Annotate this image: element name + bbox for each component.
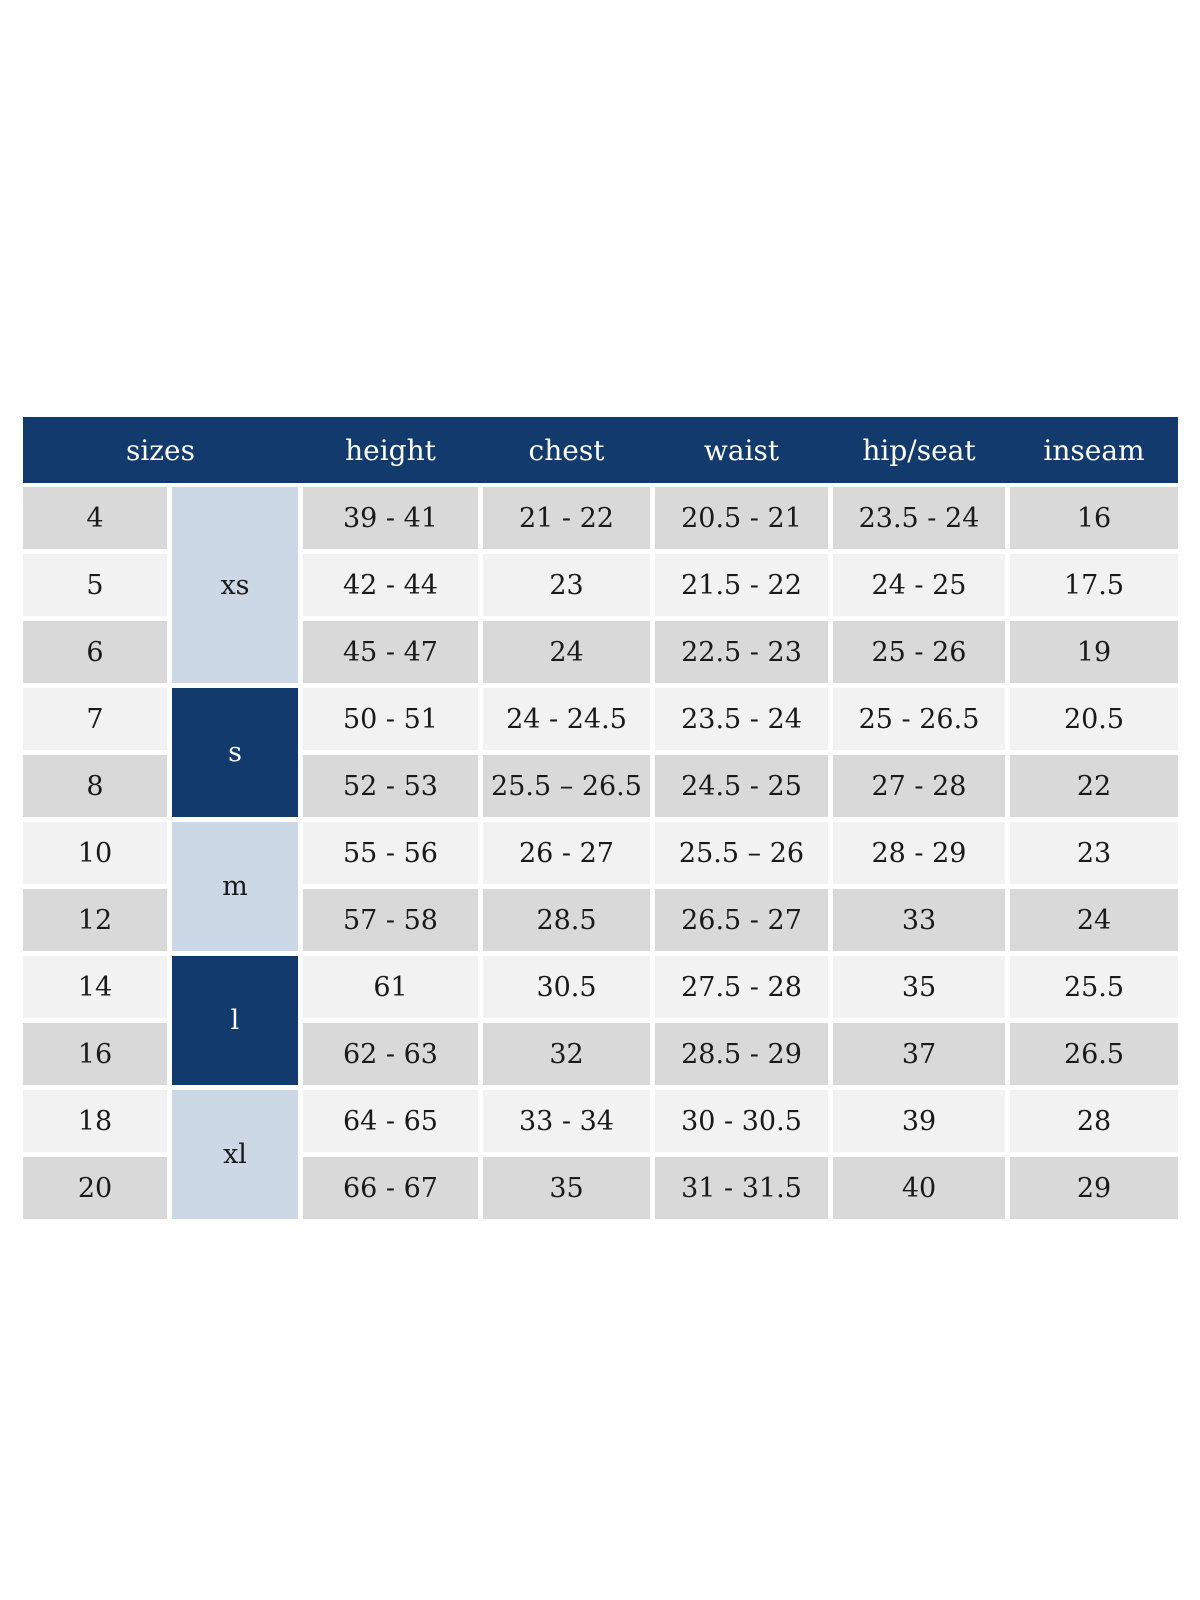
group-cell-s: s	[172, 688, 298, 817]
data-cell: 24 - 25	[833, 554, 1005, 616]
size-cell: 18	[23, 1090, 167, 1152]
data-cell: 21.5 - 22	[655, 554, 828, 616]
data-cell: 27 - 28	[833, 755, 1005, 817]
data-cell: 27.5 - 28	[655, 956, 828, 1018]
group-cell-xs: xs	[172, 487, 298, 683]
data-cell: 39 - 41	[303, 487, 478, 549]
data-cell: 55 - 56	[303, 822, 478, 884]
data-cell: 25 - 26.5	[833, 688, 1005, 750]
size-chart-table: sizes height chest waist hip/seat inseam…	[23, 417, 1178, 1219]
size-cell: 20	[23, 1157, 167, 1219]
size-cell: 6	[23, 621, 167, 683]
size-cell: 14	[23, 956, 167, 1018]
data-cell: 22	[1010, 755, 1178, 817]
size-cell: 10	[23, 822, 167, 884]
data-cell: 64 - 65	[303, 1090, 478, 1152]
header-cell-inseam: inseam	[1010, 417, 1178, 483]
header-cell-height: height	[303, 417, 478, 483]
data-cell: 31 - 31.5	[655, 1157, 828, 1219]
data-cell: 24	[483, 621, 650, 683]
header-cell-waist: waist	[655, 417, 828, 483]
data-cell: 42 - 44	[303, 554, 478, 616]
size-cell: 16	[23, 1023, 167, 1085]
data-cell: 52 - 53	[303, 755, 478, 817]
data-cell: 25.5	[1010, 956, 1178, 1018]
group-cell-m: m	[172, 822, 298, 951]
data-cell: 35	[833, 956, 1005, 1018]
data-cell: 61	[303, 956, 478, 1018]
data-cell: 66 - 67	[303, 1157, 478, 1219]
data-cell: 23	[483, 554, 650, 616]
header-cell-hip-seat: hip/seat	[833, 417, 1005, 483]
size-cell: 12	[23, 889, 167, 951]
data-cell: 23	[1010, 822, 1178, 884]
data-cell: 30.5	[483, 956, 650, 1018]
size-cell: 4	[23, 487, 167, 549]
data-cell: 17.5	[1010, 554, 1178, 616]
data-cell: 33 - 34	[483, 1090, 650, 1152]
data-cell: 23.5 - 24	[833, 487, 1005, 549]
data-cell: 25.5 – 26.5	[483, 755, 650, 817]
size-cell: 8	[23, 755, 167, 817]
data-cell: 32	[483, 1023, 650, 1085]
size-cell: 5	[23, 554, 167, 616]
header-cell-sizes: sizes	[23, 417, 298, 483]
header-cell-chest: chest	[483, 417, 650, 483]
data-cell: 28 - 29	[833, 822, 1005, 884]
data-cell: 22.5 - 23	[655, 621, 828, 683]
data-cell: 24	[1010, 889, 1178, 951]
data-cell: 25.5 – 26	[655, 822, 828, 884]
data-cell: 26 - 27	[483, 822, 650, 884]
data-cell: 25 - 26	[833, 621, 1005, 683]
data-cell: 62 - 63	[303, 1023, 478, 1085]
data-cell: 23.5 - 24	[655, 688, 828, 750]
data-cell: 26.5 - 27	[655, 889, 828, 951]
data-cell: 57 - 58	[303, 889, 478, 951]
data-cell: 24.5 - 25	[655, 755, 828, 817]
table-header-row: sizes height chest waist hip/seat inseam	[23, 417, 1178, 483]
data-cell: 37	[833, 1023, 1005, 1085]
group-cell-xl: xl	[172, 1090, 298, 1219]
data-cell: 26.5	[1010, 1023, 1178, 1085]
data-cell: 20.5	[1010, 688, 1178, 750]
data-cell: 19	[1010, 621, 1178, 683]
table-body: xs s m l xl 4 39 - 41 21 - 22 20.5 - 21 …	[23, 487, 1178, 1219]
data-cell: 16	[1010, 487, 1178, 549]
data-cell: 39	[833, 1090, 1005, 1152]
data-cell: 28	[1010, 1090, 1178, 1152]
data-cell: 50 - 51	[303, 688, 478, 750]
data-cell: 24 - 24.5	[483, 688, 650, 750]
data-cell: 35	[483, 1157, 650, 1219]
group-cell-l: l	[172, 956, 298, 1085]
data-cell: 21 - 22	[483, 487, 650, 549]
data-cell: 28.5 - 29	[655, 1023, 828, 1085]
data-cell: 45 - 47	[303, 621, 478, 683]
data-cell: 30 - 30.5	[655, 1090, 828, 1152]
data-cell: 20.5 - 21	[655, 487, 828, 549]
data-cell: 33	[833, 889, 1005, 951]
data-cell: 28.5	[483, 889, 650, 951]
data-cell: 29	[1010, 1157, 1178, 1219]
size-cell: 7	[23, 688, 167, 750]
data-cell: 40	[833, 1157, 1005, 1219]
